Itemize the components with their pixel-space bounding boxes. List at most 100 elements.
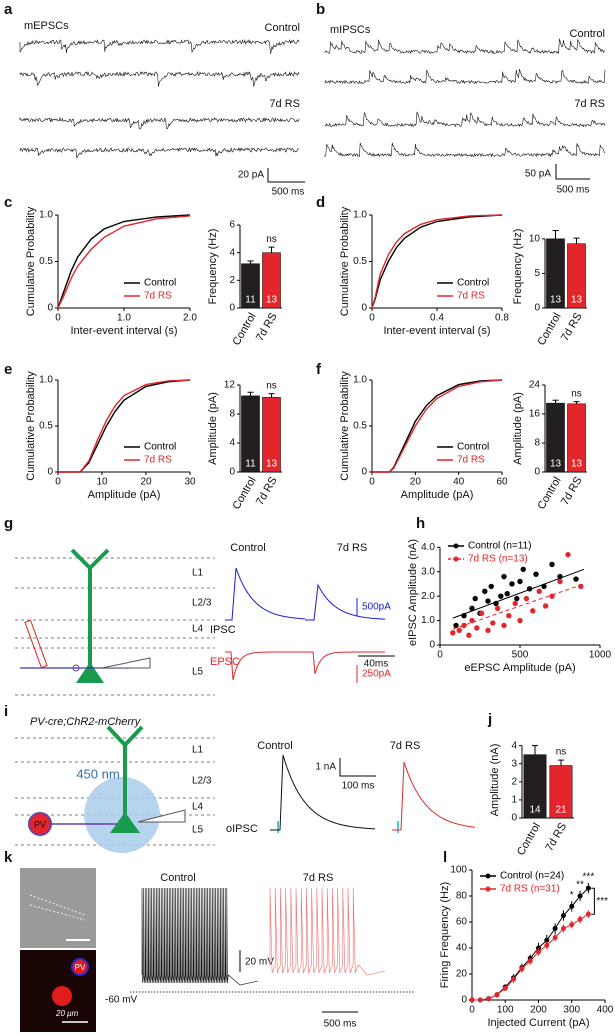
layer-label: L5 [192,667,204,678]
chart: 0 5 10 Frequency (Hz) 13 Control 13 7d RS [512,229,587,348]
scale-label: 50 pA [525,169,551,180]
y-tick-label: 3.0 [421,566,435,577]
x-axis-title: Injected Current (pA) [487,1017,589,1029]
data-point [501,573,507,580]
y-tick-label: 0 [534,303,540,314]
bar [567,403,586,473]
layer-diagram: PV L1 L2/3 L4 L5 450 nm [15,725,215,853]
y-tick-label: 6 [229,220,235,231]
x-tick-label: 500 [512,650,529,661]
data-point [549,593,555,599]
significance-label: * [570,890,574,901]
interneuron [72,664,80,672]
x-tick-label: 1.0 [117,313,131,324]
significance-label: ns [266,380,277,391]
data-point [485,598,491,604]
scale-label: 250pA [362,669,391,680]
y-tick-label: 8 [229,409,235,420]
trace [19,70,300,88]
trace [324,142,606,158]
recording-electrode [137,809,186,823]
condition-label: 7d RS [269,98,300,110]
significance-label: *** [596,896,608,907]
data-point [544,937,550,943]
trace [225,567,306,621]
bar [523,754,547,819]
data-point [560,926,566,931]
data-point [498,593,504,599]
x-tick-label: 200 [530,1005,547,1016]
fit-line [452,583,585,630]
y-tick-label: 100 [450,865,467,876]
trace [141,887,259,986]
legend-label: 7d RS [144,291,172,302]
y-tick-label: 0 [429,640,435,651]
bar [241,395,260,473]
scale-label: 100 ms [342,781,375,792]
data-point [504,591,510,597]
trace [19,39,300,55]
pipette-outline [29,894,86,921]
n-label: 11 [245,459,256,470]
condition-label: Control [230,542,265,554]
panel-letter: f [316,361,322,378]
n-label: 11 [245,295,256,306]
n-label: 13 [266,459,278,470]
x-tick-label: 10 [96,477,108,488]
scale-bar [267,168,305,183]
y-tick-label: 24 [529,380,541,391]
series-line [58,379,191,473]
data-point [482,588,488,594]
scale-label: 20 pA [238,170,264,181]
y-axis-title: Frequency (Hz) [207,229,219,305]
bar [546,402,565,473]
x-tick-label: 0 [55,313,61,324]
layer-diagram: L1 L2/3 L4 L5 [15,548,215,696]
panel-letter: a [4,1,13,18]
y-tick-label: 12 [224,380,236,391]
data-point [501,622,507,629]
data-point [573,576,579,582]
x-axis-title: Amplitude (pA) [88,489,161,501]
significance-label: ns [266,234,277,245]
y-tick-label: 1.0 [353,375,367,386]
y-tick-label: 2 [229,275,235,286]
data-point [578,583,584,590]
x-tick-label: 20 [140,477,152,488]
pv-cell [28,812,52,836]
x-tick-label: 300 [563,1005,580,1016]
trace-title: mEPSCs [24,20,69,32]
neuron-soma [110,812,140,833]
y-axis-title: Amplitude (pA) [207,392,219,465]
y-tick-label: 16 [529,409,541,420]
significance-bracket [591,887,595,915]
y-tick-label: 2.0 [421,591,435,602]
y-tick-label: 0.5 [39,256,53,267]
condition-label: 7d RS [303,872,334,884]
n-label: 14 [529,805,541,816]
data-point [544,942,550,948]
data-point [485,627,491,634]
x-tick-label: 60 [496,477,508,488]
scale-label: 500pA [362,602,391,613]
x-tick-label: 30 [184,477,196,488]
n-label: 13 [550,459,562,470]
data-point [506,612,512,619]
y-tick-label: 3 [511,758,517,769]
x-tick-label: 0 [55,477,61,488]
y-axis-title: Firing Frequency (Hz) [439,882,451,988]
x-axis-title: Amplitude (pA) [401,489,474,501]
bar [567,243,586,309]
trace [19,116,300,130]
y-tick-label: 1 [511,795,517,806]
neuron-soma [76,662,104,683]
panel-letter: d [316,194,325,211]
layer-label: L5 [192,825,204,836]
data-point [469,997,475,1003]
data-point [557,573,563,580]
data-point [557,578,563,585]
data-point [511,976,517,982]
data-point [493,600,499,607]
